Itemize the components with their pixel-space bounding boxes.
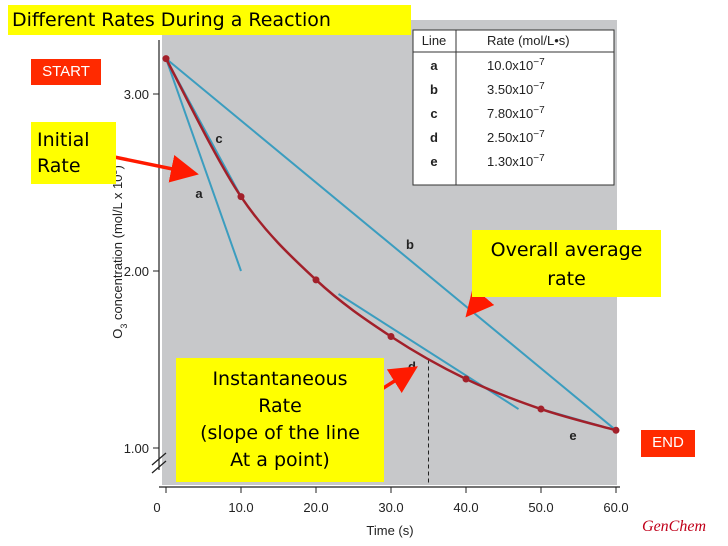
rate-table-rate-cell: 2.50x10−7 — [487, 129, 545, 146]
x-tick-label: 30.0 — [378, 500, 403, 515]
rate-table-rate-cell: 1.30x10−7 — [487, 153, 545, 170]
x-tick-label: 60.0 — [603, 500, 628, 515]
overall-rate-line-2: rate — [547, 268, 586, 290]
line-label-b: b — [406, 237, 414, 252]
genchem-footer: GenChem — [642, 518, 706, 535]
start-label: START — [31, 59, 101, 85]
data-point — [162, 55, 170, 63]
rate-table-line-cell: d — [430, 130, 438, 145]
rate-line-a — [165, 58, 242, 272]
rate-table-rate-cell: 7.80x10−7 — [487, 105, 545, 122]
rate-table-header-rate: Rate (mol/L•s) — [487, 33, 570, 48]
line-label-c: c — [215, 131, 222, 146]
y-axis-title: O3 concentration (mol/L x 105) — [109, 165, 129, 339]
initial-rate-callout: Initial Rate — [31, 122, 116, 184]
data-point — [387, 332, 395, 340]
instantaneous-rate-line-3: (slope of the line — [200, 422, 360, 444]
rate-table-header-line: Line — [422, 33, 447, 48]
x-tick-label: 50.0 — [528, 500, 553, 515]
rate-table-line-cell: b — [430, 82, 438, 97]
rate-table-line-cell: a — [430, 58, 438, 73]
end-label: END — [641, 430, 695, 457]
instantaneous-rate-callout: Instantaneous Rate (slope of the line At… — [176, 358, 384, 482]
data-point — [537, 405, 545, 413]
line-label-e: e — [569, 428, 576, 443]
y-tick-label: 1.00 — [124, 441, 149, 456]
x-tick-label: 40.0 — [453, 500, 478, 515]
rate-table-frame — [412, 29, 615, 186]
axis-break-mark — [151, 452, 167, 474]
y-tick-label: 2.00 — [124, 264, 149, 279]
initial-rate-line-1: Initial — [37, 129, 90, 151]
overall-rate-callout: Overall average rate — [472, 230, 661, 297]
rate-table: Line Rate (mol/L•s) a 10.0x10−7 b 3.50x10−7 c 7… — [412, 29, 615, 186]
rate-table-rate-cell: 10.0x10−7 — [487, 57, 545, 74]
slide-title: Different Rates During a Reaction — [8, 5, 411, 35]
x-axis-title: Time (s) — [366, 523, 413, 538]
initial-rate-line-2: Rate — [37, 155, 81, 177]
data-point — [312, 276, 320, 284]
rate-table-rate-cell: 3.50x10−7 — [487, 81, 545, 98]
x-tick-label: 20.0 — [303, 500, 328, 515]
concentration-curve — [162, 55, 620, 434]
x-tick-label: 0 — [153, 500, 160, 515]
overall-rate-line-1: Overall average — [490, 239, 643, 261]
instantaneous-rate-line-2: Rate — [258, 395, 302, 417]
data-point — [462, 375, 470, 383]
rate-table-line-cell: c — [430, 106, 437, 121]
x-tick-label: 10.0 — [228, 500, 253, 515]
y-tick-label: 3.00 — [124, 87, 149, 102]
instantaneous-rate-line-4: At a point) — [230, 449, 330, 471]
rate-table-line-cell: e — [430, 154, 437, 169]
data-point — [612, 426, 620, 434]
axes: 0 10.0 20.0 30.0 40.0 50.0 60.0 1.00 2.00 3.00 Tim… — [109, 40, 629, 538]
data-point — [237, 193, 245, 201]
instantaneous-rate-line-1: Instantaneous — [212, 368, 348, 390]
rate-line-b — [165, 57, 617, 432]
line-label-a: a — [195, 186, 203, 201]
